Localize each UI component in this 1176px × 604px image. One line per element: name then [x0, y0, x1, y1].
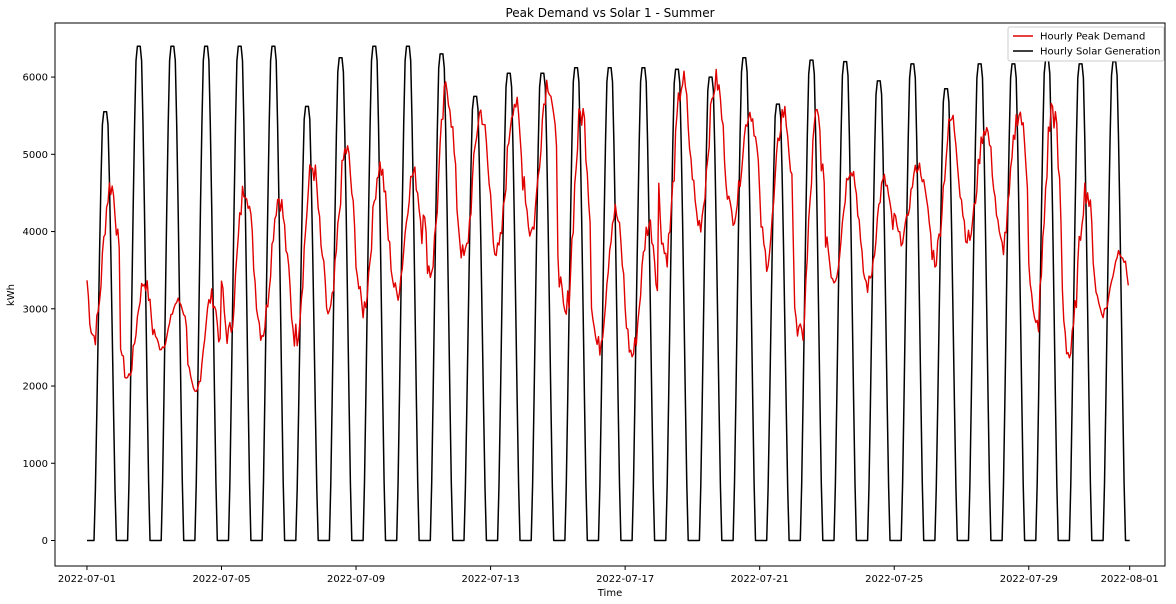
x-tick-label: 2022-07-17 — [596, 574, 654, 585]
x-tick-label: 2022-07-21 — [731, 574, 789, 585]
legend-label-peak-demand: Hourly Peak Demand — [1040, 32, 1145, 43]
y-tick-label: 2000 — [23, 382, 48, 393]
plot-frame — [54, 22, 1166, 567]
chart-title: Peak Demand vs Solar 1 - Summer — [505, 6, 714, 20]
x-tick-label: 2022-08-01 — [1101, 574, 1159, 585]
x-tick-label: 2022-07-25 — [865, 574, 923, 585]
y-axis-label: kWh — [6, 284, 17, 306]
plot-area — [54, 22, 1166, 567]
x-tick-label: 2022-07-13 — [462, 574, 520, 585]
series-line-peak-demand — [86, 68, 1129, 393]
y-tick-label: 3000 — [23, 304, 48, 315]
y-tick-label: 4000 — [23, 227, 48, 238]
x-axis-label: Time — [597, 588, 622, 599]
legend-box — [1007, 26, 1165, 62]
x-tick-label: 2022-07-05 — [192, 574, 250, 585]
legend-label-solar-generation: Hourly Solar Generation — [1040, 47, 1160, 58]
y-tick-label: 6000 — [23, 73, 48, 84]
series-line-solar-generation — [87, 45, 1130, 542]
x-axis: 2022-07-01 2022-07-05 2022-07-09 2022-07-13… — [58, 566, 1159, 585]
y-tick-label: 0 — [42, 536, 48, 547]
y-tick-label: 1000 — [23, 459, 48, 470]
x-tick-label: 2022-07-29 — [1000, 574, 1058, 585]
series-layer — [86, 45, 1130, 542]
x-tick-label: 2022-07-09 — [327, 574, 385, 585]
x-tick-label: 2022-07-01 — [58, 574, 116, 585]
y-axis: 0 1000 2000 3000 4000 5000 6000 — [23, 73, 55, 547]
legend: Hourly Peak Demand Hourly Solar Generati… — [1007, 26, 1165, 62]
y-tick-label: 5000 — [23, 150, 48, 161]
